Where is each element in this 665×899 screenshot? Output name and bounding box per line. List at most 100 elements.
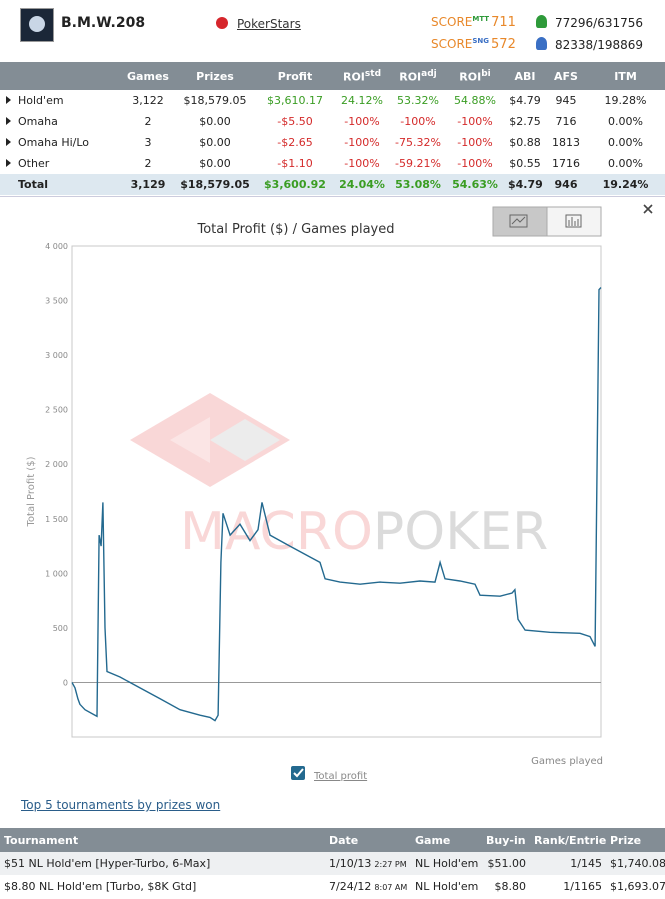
stats-cell: 24.04% xyxy=(334,174,390,195)
header-cell: Buy-in xyxy=(482,828,530,852)
header-text: ABI xyxy=(514,69,536,83)
header-cell: Profit xyxy=(256,62,334,90)
stats-cell: -75.32% xyxy=(395,136,441,149)
header-sup: adj xyxy=(421,68,437,79)
bar-view-button[interactable] xyxy=(546,206,602,237)
stats-cell: 0.00% xyxy=(608,136,643,149)
y-axis-label: Total Profit ($) xyxy=(26,456,37,527)
expand-arrow[interactable] xyxy=(6,138,11,146)
time: 8:07 AM xyxy=(374,883,408,892)
player-name: B.M.W.208 xyxy=(61,15,146,31)
expand-arrow[interactable] xyxy=(6,96,11,104)
avatar-moon xyxy=(29,16,45,32)
header-cell: Date xyxy=(325,828,411,852)
stats-cell: -100% xyxy=(400,115,436,128)
header-cell: ROIadj xyxy=(390,62,446,90)
divider xyxy=(0,196,665,197)
stats-cell: $2.75 xyxy=(509,115,541,128)
close-icon[interactable] xyxy=(643,204,653,214)
stats-cell: $4.79 xyxy=(504,174,546,195)
row-name-text: Other xyxy=(18,157,50,170)
legend-label[interactable]: Total profit xyxy=(313,771,367,782)
stats-cell: -100% xyxy=(457,115,493,128)
section-title[interactable]: Top 5 tournaments by prizes won xyxy=(21,798,221,812)
stats-header: Games Prizes Profit ROIstd ROIadj ROIbi ABI AFS… xyxy=(0,62,665,90)
header-cell: Rank/Entries xyxy=(530,828,606,852)
y-tick-label: 2 000 xyxy=(45,460,68,469)
stats-cell: $4.79 xyxy=(509,94,541,107)
header-text: ROI xyxy=(459,70,482,84)
buy-in: $51.00 xyxy=(482,852,530,875)
stats-cell: 19.24% xyxy=(586,174,665,195)
stats-cell: 2 xyxy=(144,115,152,128)
stats-cell: $0.00 xyxy=(199,115,231,128)
row-name-text: Omaha xyxy=(18,115,58,128)
avatar xyxy=(20,8,54,42)
rank-icon xyxy=(536,15,547,28)
stats-cell: 0.00% xyxy=(608,115,643,128)
site-logo xyxy=(216,17,228,29)
row-name: Omaha xyxy=(0,111,122,132)
buy-in: $8.80 xyxy=(494,880,527,893)
header-cell: AFS xyxy=(546,62,586,90)
score-value: 711 xyxy=(491,15,516,30)
header-cell: ROIbi xyxy=(446,62,504,90)
y-tick-label: 4 000 xyxy=(45,242,68,251)
stats-cell: $0.55 xyxy=(509,157,541,170)
stats-cell: 0.00% xyxy=(608,157,643,170)
legend-checkbox[interactable] xyxy=(291,766,305,780)
tournament-name[interactable]: $51 NL Hold'em [Hyper-Turbo, 6-Max] xyxy=(0,852,325,875)
time: 2:27 PM xyxy=(374,860,407,869)
header-cell: ROIstd xyxy=(334,62,390,90)
y-tick-label: 2 500 xyxy=(45,406,68,415)
stats-cell: -$5.50 xyxy=(277,115,313,128)
tournament-name[interactable]: $8.80 NL Hold'em [Turbo, $8K Gtd] xyxy=(4,880,197,893)
row-name: Omaha Hi/Lo xyxy=(0,132,122,153)
score: SCOREMTT 711 xyxy=(431,15,516,30)
stats-cell: -100% xyxy=(457,157,493,170)
bar-icon-bars xyxy=(568,217,579,226)
stats-cell: $0.00 xyxy=(199,136,231,149)
line-icon xyxy=(509,214,528,228)
y-tick-label: 500 xyxy=(53,624,68,633)
watermark-second: POKER xyxy=(373,502,548,562)
expand-arrow[interactable] xyxy=(6,117,11,125)
tournament-row: $8.80 NL Hold'em [Turbo, $8K Gtd] 7/24/12… xyxy=(0,875,665,898)
stats-cell: -100% xyxy=(344,157,380,170)
date-cell: 1/10/13 2:27 PM xyxy=(325,852,411,875)
site-link[interactable]: PokerStars xyxy=(237,17,301,31)
date: 7/24/12 xyxy=(329,880,372,893)
tournament-row: $51 NL Hold'em [Hyper-Turbo, 6-Max] 1/10/… xyxy=(0,852,665,875)
stats-cell: $3,610.17 xyxy=(267,94,323,107)
stats-cell: $18,579.05 xyxy=(183,94,247,107)
row-name-text: Total xyxy=(18,178,49,191)
header-sup: std xyxy=(364,68,382,79)
rank-entries: 1/1165 xyxy=(563,880,602,893)
stats-cell: -100% xyxy=(457,136,493,149)
stats-cell: $18,579.05 xyxy=(174,174,256,195)
x-axis-label: Games played xyxy=(531,756,603,767)
stats-cell: 54.88% xyxy=(454,94,496,107)
header-cell: ABI xyxy=(504,62,546,90)
header-sup: bi xyxy=(481,68,491,79)
stats-cell: 716 xyxy=(555,115,577,128)
bar-icon xyxy=(565,214,582,228)
chart-title: Total Profit ($) / Games played xyxy=(197,222,395,237)
series-line xyxy=(71,287,602,722)
chart: MACROPOKER Total Profit ($) / Games playe… xyxy=(26,204,653,782)
prize: $1,740.08 xyxy=(606,852,665,875)
row-name: Total xyxy=(0,174,122,195)
stats-cell: 3 xyxy=(144,136,152,149)
stats-cell: -$1.10 xyxy=(277,157,313,170)
y-tick-label: 1 500 xyxy=(45,515,68,524)
tournaments-body: $51 NL Hold'em [Hyper-Turbo, 6-Max] 1/10/… xyxy=(0,852,665,898)
rank-icon xyxy=(536,37,547,50)
stats-cell: 53.08% xyxy=(390,174,446,195)
score-badge: SNG xyxy=(472,37,490,45)
expand-arrow[interactable] xyxy=(6,159,11,167)
row-name-text: Omaha Hi/Lo xyxy=(18,136,90,149)
y-tick-label: 0 xyxy=(63,678,68,687)
stats-cell: -100% xyxy=(344,136,380,149)
stats-table: Games Prizes Profit ROIstd ROIadj ROIbi ABI AFS… xyxy=(0,62,665,195)
